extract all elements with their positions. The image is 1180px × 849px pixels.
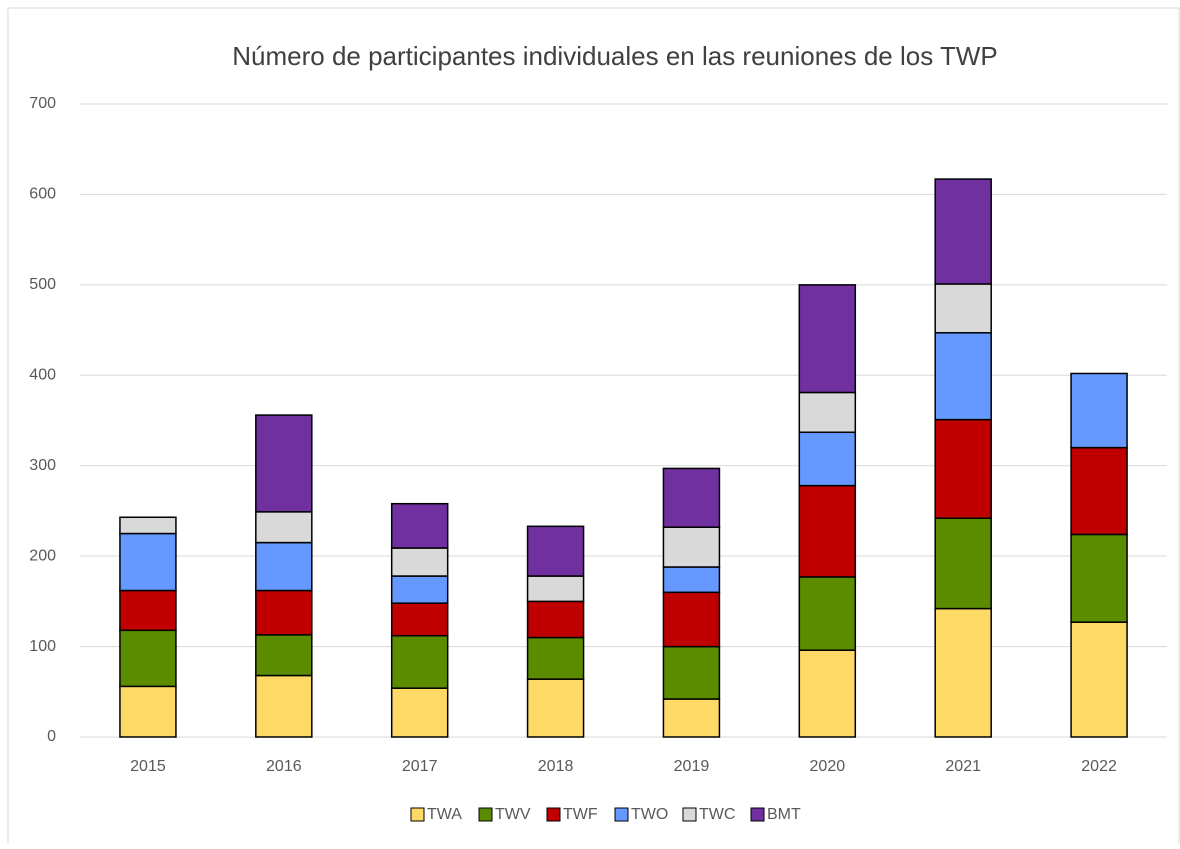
x-tick-label: 2017 [402, 758, 438, 775]
bar-segment [798, 649, 857, 738]
bar-segment [662, 698, 721, 738]
bar-segment [526, 636, 585, 680]
x-tick-label: 2022 [1081, 758, 1117, 775]
bar-segment [119, 629, 177, 688]
bar-segment [119, 532, 177, 592]
bar-segment [934, 178, 992, 285]
bar-segment [390, 687, 449, 738]
legend-label: TWA [427, 806, 462, 823]
y-tick-label: 400 [29, 367, 56, 384]
y-tick-label: 500 [29, 276, 56, 293]
bar-segment [526, 575, 585, 603]
legend-swatch [410, 807, 425, 822]
bar-segment [119, 685, 177, 738]
chart-title: Número de participantes individuales en … [232, 41, 998, 71]
bar-segment [798, 391, 857, 434]
bar-segment [119, 589, 177, 632]
chart-border [7, 7, 1180, 849]
bar-segment [934, 332, 992, 421]
bar-segment [255, 414, 313, 513]
legend-label: TWO [631, 806, 668, 823]
bar-segment [255, 589, 313, 636]
x-tick-label: 2019 [674, 758, 710, 775]
x-tick-label: 2020 [810, 758, 846, 775]
legend-swatch [614, 807, 629, 822]
bar-segment [934, 517, 992, 610]
bar-segment [798, 284, 857, 394]
legend-swatch [750, 807, 765, 822]
bar-segment [390, 547, 449, 577]
bar-segment [390, 634, 449, 689]
x-tick-label: 2016 [266, 758, 302, 775]
bar-segment [390, 502, 449, 549]
bar-segment [662, 566, 721, 594]
bar-segment [255, 541, 313, 592]
bar-segment [798, 431, 857, 487]
y-tick-label: 600 [29, 186, 56, 203]
bar-segment [798, 576, 857, 651]
bar-segment [798, 484, 857, 578]
legend-swatch [546, 807, 561, 822]
bar-segment [934, 283, 992, 334]
bar-segment [526, 678, 585, 738]
bar-segment [526, 525, 585, 577]
legend-label: TWF [563, 806, 598, 823]
y-tick-label: 100 [29, 638, 56, 655]
legend-label: BMT [767, 806, 801, 823]
x-tick-label: 2021 [945, 758, 981, 775]
legend-label: TWV [495, 806, 531, 823]
y-tick-label: 200 [29, 547, 56, 564]
bar-segment [390, 575, 449, 604]
bar-segment [662, 645, 721, 700]
bar-segment [1070, 533, 1128, 623]
y-tick-label: 300 [29, 457, 56, 474]
bar-segment [934, 418, 992, 519]
legend-label: TWC [699, 806, 735, 823]
bar-segment [390, 602, 449, 637]
bar-segment [1070, 446, 1128, 536]
x-tick-label: 2015 [130, 758, 166, 775]
bar-segment [255, 511, 313, 544]
bar-segment [255, 634, 313, 677]
bar-segment [119, 516, 177, 535]
legend-swatch [682, 807, 697, 822]
y-tick-label: 0 [47, 728, 56, 745]
bar-segment [662, 591, 721, 648]
bar-segment [1070, 621, 1128, 738]
legend-swatch [478, 807, 493, 822]
bar-segment [526, 600, 585, 639]
bar-segment [255, 674, 313, 738]
bar-segment [934, 607, 992, 738]
bar-segment [662, 467, 721, 528]
bar-segment [1070, 372, 1128, 449]
x-tick-label: 2018 [538, 758, 574, 775]
bar-segment [662, 526, 721, 568]
y-tick-label: 700 [29, 95, 56, 112]
